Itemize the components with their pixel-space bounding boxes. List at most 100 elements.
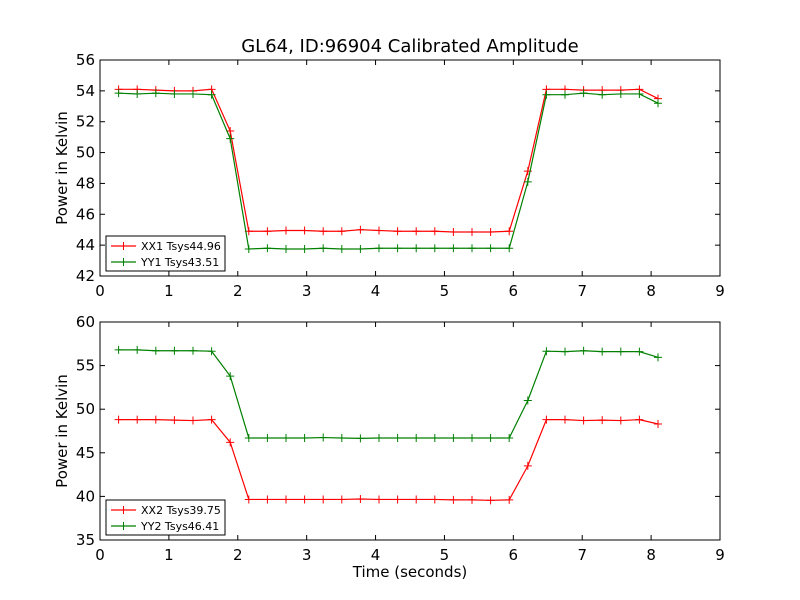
x-tick-label: 6 [509, 546, 519, 564]
data-point [244, 433, 253, 442]
data-point [430, 433, 439, 442]
data-point [635, 415, 644, 424]
x-tick-label: 0 [95, 282, 105, 300]
y-tick-label: 60 [76, 313, 95, 331]
data-point [523, 177, 532, 186]
y-tick-label: 50 [76, 400, 95, 418]
data-point [393, 433, 402, 442]
data-point [226, 438, 235, 447]
x-tick-label: 3 [302, 282, 312, 300]
data-point [505, 495, 514, 504]
data-point [486, 433, 495, 442]
x-tick-label: 2 [233, 282, 243, 300]
x-tick-label: 7 [577, 282, 587, 300]
legend-label: YY1 Tsys43.51 [140, 256, 219, 269]
x-axis-label: Time (seconds) [352, 563, 468, 581]
data-point [523, 461, 532, 470]
data-point [430, 227, 439, 236]
x-tick-label: 5 [440, 282, 450, 300]
y-tick-label: 42 [76, 267, 95, 285]
data-point [616, 89, 625, 98]
data-point [300, 245, 309, 253]
data-point [468, 244, 476, 253]
data-point [133, 345, 142, 354]
data-point [542, 347, 551, 356]
data-point [300, 226, 309, 235]
legend-box [105, 235, 226, 272]
data-point [375, 495, 383, 504]
x-tick-label: 8 [646, 282, 656, 300]
data-point [579, 416, 588, 425]
data-point [412, 227, 421, 236]
data-point [486, 244, 495, 253]
legend-marker [119, 242, 128, 250]
data-point [654, 99, 662, 108]
data-point [505, 227, 514, 236]
data-point [337, 245, 346, 253]
data-point [263, 244, 272, 253]
data-point [468, 433, 476, 442]
data-point [300, 433, 309, 442]
data-point [133, 89, 142, 98]
data-point [654, 420, 662, 429]
data-point [356, 495, 365, 504]
x-tick-label: 6 [509, 282, 519, 300]
data-point [114, 89, 123, 98]
data-point [449, 228, 458, 237]
x-tick-label: 9 [715, 282, 725, 300]
x-tick-label: 4 [371, 546, 381, 564]
data-point [226, 134, 235, 143]
y-tick-label: 40 [76, 487, 95, 505]
data-point [598, 416, 607, 425]
data-point [412, 495, 421, 504]
y-axis-label: Power in Kelvin [53, 111, 71, 225]
data-point [226, 372, 235, 381]
legend-marker [119, 522, 128, 530]
data-point [635, 89, 644, 98]
legend-label: XX1 Tsys44.96 [141, 240, 221, 253]
data-point [449, 244, 458, 253]
x-tick-label: 2 [233, 546, 243, 564]
x-tick-label: 3 [302, 546, 312, 564]
data-point [468, 495, 476, 504]
data-point [542, 415, 551, 424]
data-point [356, 245, 365, 253]
data-point [542, 90, 551, 99]
data-point [412, 433, 421, 442]
data-point [598, 347, 607, 356]
data-point [300, 495, 309, 504]
data-point [133, 415, 142, 424]
figure-title: GL64, ID:96904 Calibrated Amplitude [241, 36, 579, 57]
x-tick-label: 1 [164, 282, 174, 300]
data-point [282, 245, 290, 253]
data-point [449, 433, 458, 442]
data-point [170, 346, 179, 355]
data-point [449, 495, 458, 504]
data-point [654, 353, 662, 362]
data-point [561, 90, 569, 99]
y-tick-label: 52 [76, 113, 95, 131]
data-point [151, 346, 160, 355]
y-tick-label: 35 [76, 531, 95, 549]
data-point [244, 495, 253, 504]
data-point [375, 226, 383, 235]
data-point [151, 89, 160, 98]
data-point [189, 89, 197, 98]
data-point [170, 89, 179, 98]
data-point [319, 244, 328, 253]
x-tick-label: 8 [646, 546, 656, 564]
data-point [430, 495, 439, 504]
y-axis-label: Power in Kelvin [53, 374, 71, 488]
x-tick-label: 9 [715, 546, 725, 564]
x-tick-label: 5 [440, 546, 450, 564]
y-tick-label: 48 [76, 174, 95, 192]
data-point [393, 244, 402, 253]
data-point [393, 495, 402, 504]
data-point [486, 496, 495, 505]
legend-marker [119, 506, 128, 514]
y-tick-label: 50 [76, 144, 95, 162]
data-point [337, 433, 346, 442]
